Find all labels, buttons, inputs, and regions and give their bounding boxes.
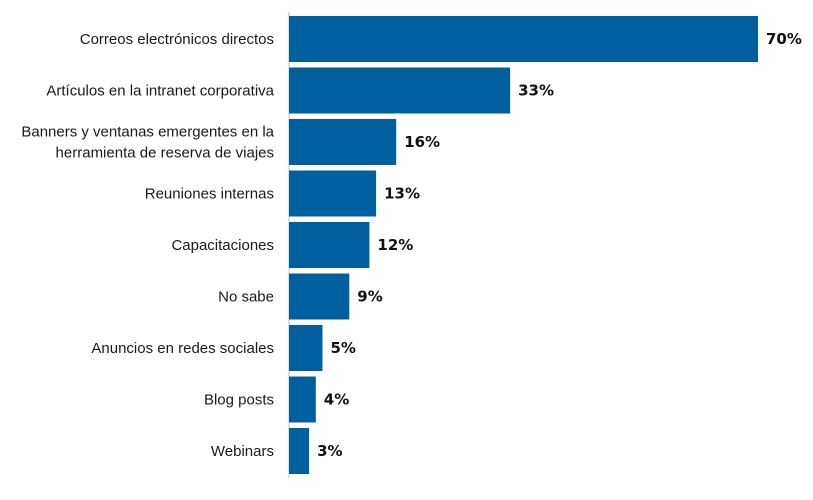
category-label-line: Correos electrónicos directos bbox=[80, 31, 274, 48]
category-labels-group: Correos electrónicos directos Artículos e… bbox=[21, 31, 274, 460]
value-label: 5% bbox=[331, 339, 356, 357]
value-label: 4% bbox=[324, 391, 349, 409]
category-label: Webinars bbox=[211, 443, 274, 460]
category-label: Capacitaciones bbox=[171, 237, 274, 254]
category-label-line: Anuncios en redes sociales bbox=[91, 340, 274, 357]
bars-group bbox=[289, 16, 758, 474]
bar bbox=[289, 325, 323, 371]
category-label: Correos electrónicos directos bbox=[80, 31, 274, 48]
category-label-line: Blog posts bbox=[204, 392, 274, 409]
value-label: 16% bbox=[404, 133, 440, 151]
value-label: 13% bbox=[384, 185, 420, 203]
bar bbox=[289, 170, 377, 217]
category-label-line: herramienta de reserva de viajes bbox=[56, 145, 274, 162]
category-label: Anuncios en redes sociales bbox=[91, 340, 274, 357]
category-label: Artículos en la intranet corporativa bbox=[46, 83, 274, 100]
category-label: Reuniones internas bbox=[145, 186, 274, 203]
category-label-line: Webinars bbox=[211, 443, 274, 460]
bar bbox=[289, 222, 370, 268]
category-label: Banners y ventanas emergentes en la herra… bbox=[21, 124, 274, 162]
bar bbox=[289, 119, 397, 165]
bar bbox=[289, 428, 310, 474]
value-label: 33% bbox=[518, 82, 554, 100]
bar bbox=[289, 273, 350, 320]
bar bbox=[289, 16, 758, 62]
value-label: 3% bbox=[317, 442, 342, 460]
bar bbox=[289, 67, 511, 114]
category-label-line: Reuniones internas bbox=[145, 186, 274, 203]
value-label: 12% bbox=[377, 236, 413, 254]
category-label-line: Banners y ventanas emergentes en la bbox=[21, 124, 274, 141]
category-label-line: Capacitaciones bbox=[171, 237, 274, 254]
category-label: Blog posts bbox=[204, 392, 274, 409]
value-label: 9% bbox=[357, 288, 382, 306]
category-label-line: Artículos en la intranet corporativa bbox=[46, 83, 274, 100]
bar bbox=[289, 376, 316, 423]
category-label: No sabe bbox=[218, 289, 274, 306]
value-labels-group: 70% 33% 16% 13% 12% 9% 5% 4% 3% bbox=[317, 30, 802, 460]
value-label: 70% bbox=[766, 30, 802, 48]
category-label-line: No sabe bbox=[218, 289, 274, 306]
